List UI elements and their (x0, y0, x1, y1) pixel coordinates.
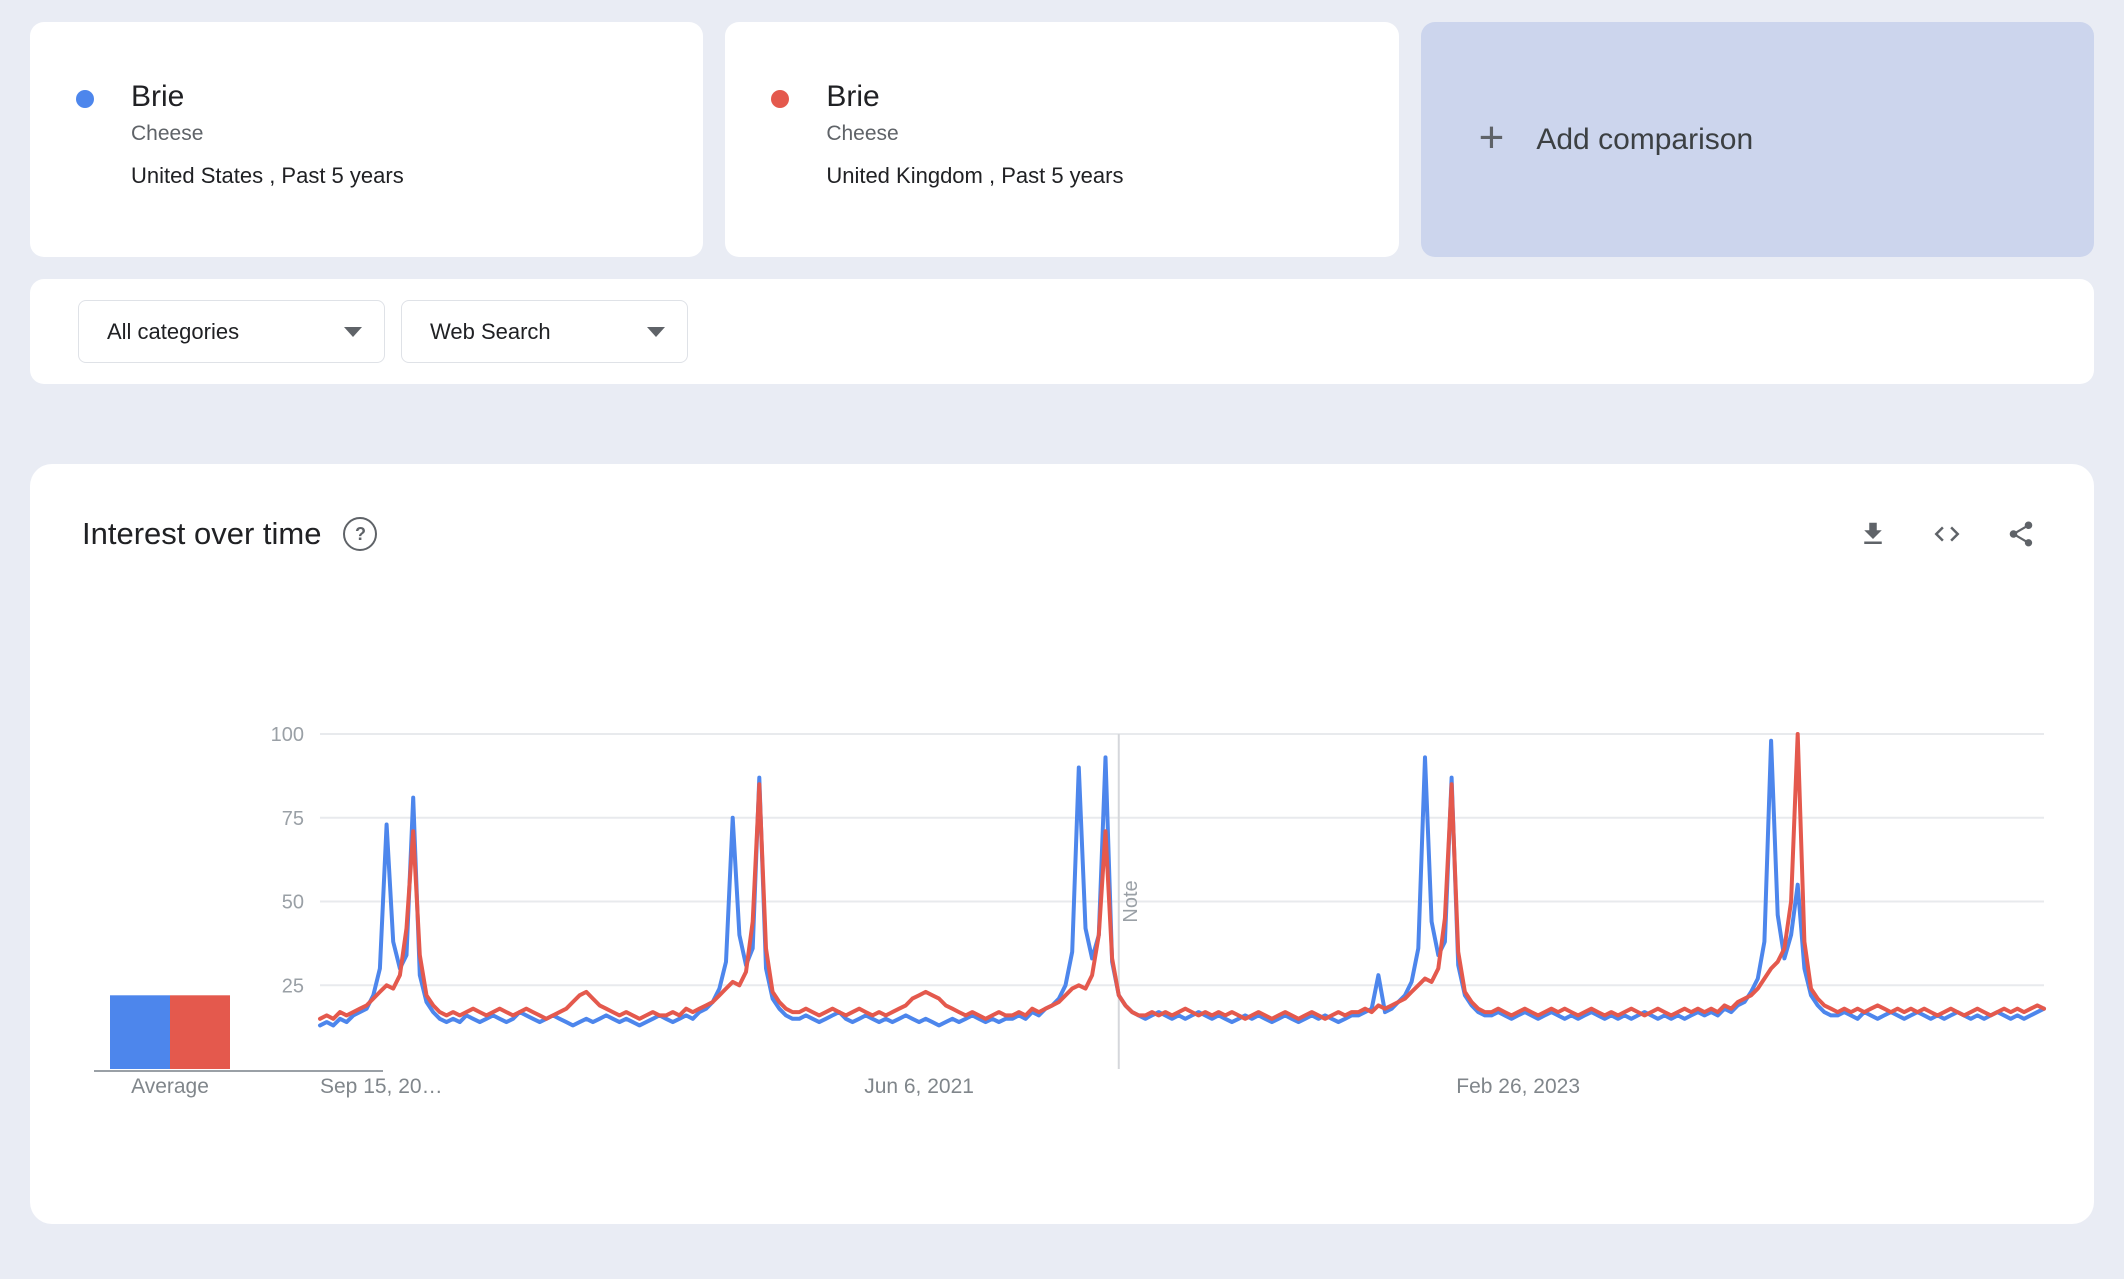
x-tick-label: Feb 26, 2023 (1456, 1075, 1580, 1098)
series-line-1 (318, 732, 2046, 1021)
x-tick-label: Jun 6, 2021 (864, 1075, 974, 1098)
x-tick-label: Sep 15, 20… (320, 1075, 443, 1098)
chevron-down-icon (344, 326, 362, 337)
embed-icon[interactable] (1930, 519, 1964, 549)
y-tick-label: 75 (282, 808, 304, 830)
search-type-dropdown[interactable]: Web Search (401, 300, 688, 363)
chevron-down-icon (647, 326, 665, 337)
help-icon[interactable]: ? (343, 517, 378, 551)
average-bar-0 (110, 995, 170, 1069)
search-term: Brie (826, 80, 880, 113)
category-dropdown-value: All categories (107, 318, 240, 344)
download-icon[interactable] (1858, 519, 1888, 549)
term-scope: United States , Past 5 years (131, 163, 404, 188)
y-tick-label: 25 (282, 975, 304, 997)
series-dot-uk-icon (771, 90, 790, 108)
category-dropdown[interactable]: All categories (78, 300, 385, 363)
y-tick-label: 50 (282, 892, 304, 914)
comparison-card-text: Brie Cheese United Kingdom , Past 5 year… (826, 80, 1123, 257)
note-marker-label: Note (1120, 880, 1142, 922)
average-label: Average (131, 1075, 209, 1098)
series-line-0 (318, 738, 2046, 1028)
add-comparison-button[interactable]: + Add comparison (1420, 22, 2094, 257)
filter-bar: All categories Web Search (30, 279, 2094, 384)
comparison-bar: Brie Cheese United States , Past 5 years… (30, 22, 2094, 257)
chart-title: Interest over time (82, 516, 322, 551)
term-category: Cheese (826, 122, 899, 145)
chart-actions (1858, 519, 2036, 549)
series-dot-us-icon (76, 90, 94, 108)
share-icon[interactable] (2006, 519, 2036, 549)
search-term: Brie (131, 80, 185, 113)
chart-header: Interest over time ? (30, 464, 2094, 552)
term-category: Cheese (131, 122, 204, 145)
term-scope: United Kingdom , Past 5 years (826, 163, 1124, 188)
average-bar-1 (170, 995, 230, 1069)
plus-icon: + (1478, 112, 1505, 162)
comparison-card-us[interactable]: Brie Cheese United States , Past 5 years (30, 22, 704, 257)
y-tick-label: 100 (271, 724, 304, 746)
search-type-dropdown-value: Web Search (430, 318, 551, 344)
comparison-card-uk[interactable]: Brie Cheese United Kingdom , Past 5 year… (725, 22, 1399, 257)
comparison-card-text: Brie Cheese United States , Past 5 years (131, 80, 404, 257)
interest-over-time-chart[interactable]: 25 50 75 100 Note Sep 15, 20… Jun 6, 2021 Feb 2… (30, 689, 2094, 1169)
add-comparison-label: Add comparison (1536, 122, 1754, 156)
interest-over-time-card: Interest over time ? 25 50 75 100 Note Sep 15… (30, 464, 2094, 1224)
